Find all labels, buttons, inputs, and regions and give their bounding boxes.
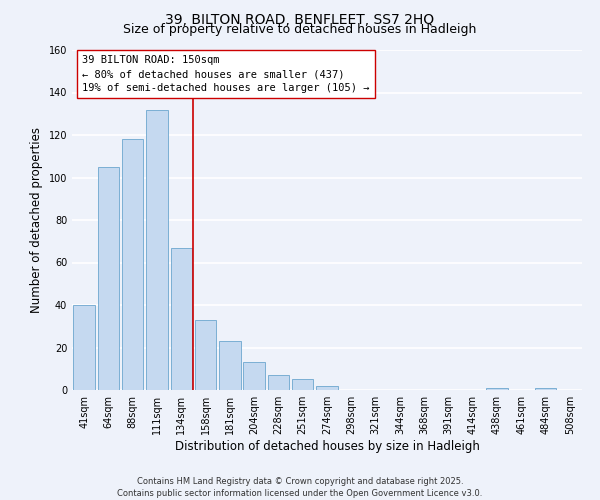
Bar xyxy=(98,167,119,390)
Bar xyxy=(535,388,556,390)
X-axis label: Distribution of detached houses by size in Hadleigh: Distribution of detached houses by size … xyxy=(175,440,479,453)
Bar xyxy=(146,110,167,390)
Bar xyxy=(292,380,313,390)
Bar xyxy=(122,139,143,390)
Bar xyxy=(73,305,95,390)
Bar xyxy=(219,341,241,390)
Bar xyxy=(170,248,192,390)
Bar xyxy=(195,320,216,390)
Bar xyxy=(316,386,338,390)
Text: Contains HM Land Registry data © Crown copyright and database right 2025.
Contai: Contains HM Land Registry data © Crown c… xyxy=(118,476,482,498)
Y-axis label: Number of detached properties: Number of detached properties xyxy=(30,127,43,313)
Bar xyxy=(244,362,265,390)
Text: 39, BILTON ROAD, BENFLEET, SS7 2HQ: 39, BILTON ROAD, BENFLEET, SS7 2HQ xyxy=(166,12,434,26)
Bar xyxy=(268,375,289,390)
Text: Size of property relative to detached houses in Hadleigh: Size of property relative to detached ho… xyxy=(124,22,476,36)
Text: 39 BILTON ROAD: 150sqm
← 80% of detached houses are smaller (437)
19% of semi-de: 39 BILTON ROAD: 150sqm ← 80% of detached… xyxy=(82,55,370,93)
Bar xyxy=(487,388,508,390)
